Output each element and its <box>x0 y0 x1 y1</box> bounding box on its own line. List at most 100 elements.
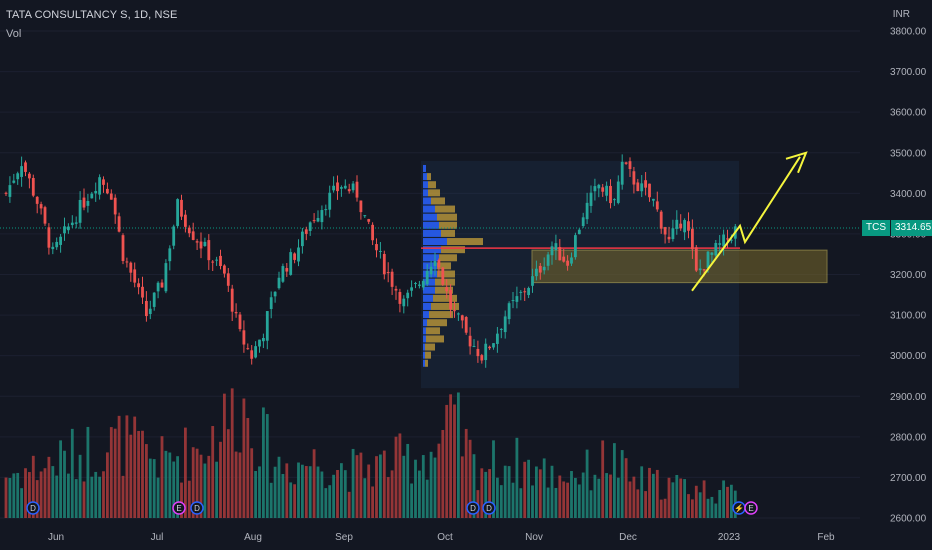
volume-bar <box>718 490 722 518</box>
volume-bar <box>679 478 683 518</box>
candle-body <box>609 185 612 204</box>
profile-bar-blue <box>423 319 427 327</box>
candle-body <box>324 209 328 211</box>
candle-body <box>226 273 230 286</box>
candle-body <box>496 333 499 344</box>
event-marker[interactable]: ⚡ <box>732 501 746 515</box>
volume-bar <box>375 456 378 518</box>
last-price-tag: TCS 3314.65 <box>862 220 932 236</box>
volume-bar <box>258 466 261 518</box>
volume-bar <box>129 434 133 518</box>
candle-body <box>359 200 363 213</box>
volume-bar <box>671 482 675 518</box>
volume-bar <box>347 491 351 518</box>
x-tick-label: Nov <box>525 532 543 543</box>
profile-bar-yellow <box>441 246 465 254</box>
candle-body <box>176 199 179 226</box>
volume-bar <box>464 428 468 518</box>
volume-bar <box>113 428 117 518</box>
event-marker[interactable]: E <box>172 501 186 515</box>
candle-body <box>90 193 94 199</box>
profile-bar-yellow <box>427 173 431 181</box>
event-marker[interactable]: E <box>744 501 758 515</box>
trend-arrow-head <box>785 151 808 174</box>
candle-body <box>519 291 523 293</box>
x-tick-label: Feb <box>817 532 835 543</box>
profile-bar-blue <box>423 181 428 189</box>
volume-bar <box>293 484 296 518</box>
volume-bar <box>148 458 152 518</box>
volume-bar <box>51 466 55 518</box>
volume-bar <box>601 440 605 518</box>
candle-body <box>379 250 382 252</box>
candle-body <box>35 196 39 204</box>
profile-bar-blue <box>423 246 441 254</box>
candle-body <box>542 266 546 271</box>
candle-body <box>121 235 125 261</box>
candle-body <box>363 215 367 217</box>
candle-body <box>718 243 722 245</box>
candle-body <box>8 185 12 197</box>
candle-body <box>644 180 647 188</box>
candle-body <box>597 184 601 189</box>
volume-bar <box>687 494 690 518</box>
candle-body <box>164 263 168 292</box>
candle-body <box>59 236 62 245</box>
event-marker[interactable]: D <box>466 501 480 515</box>
candle-body <box>515 296 519 302</box>
event-marker-label: D <box>486 504 492 513</box>
event-marker[interactable]: D <box>190 501 204 515</box>
volume-bar <box>371 486 374 518</box>
candle-body <box>265 311 269 341</box>
profile-bar-blue <box>423 254 439 262</box>
volume-bar <box>546 487 550 518</box>
candle-body <box>289 252 293 275</box>
candle-body <box>527 288 530 296</box>
candle-body <box>39 204 43 209</box>
volume-bar <box>441 429 445 518</box>
volume-bar <box>332 474 335 518</box>
event-marker[interactable]: D <box>26 501 40 515</box>
volume-bar <box>199 454 203 518</box>
volume-bar <box>8 477 12 518</box>
candle-body <box>667 236 671 240</box>
candle-body <box>301 231 304 247</box>
candle-body <box>160 282 164 288</box>
volume-bar <box>63 450 66 518</box>
candle-body <box>74 222 78 224</box>
event-marker-label: ⚡ <box>734 503 744 513</box>
candle-body <box>472 345 476 347</box>
chart-title: TATA CONSULTANCY S, 1D, NSE <box>6 9 178 21</box>
candle-body <box>386 272 390 274</box>
volume-bar <box>102 471 105 518</box>
profile-bar-blue <box>423 262 437 270</box>
profile-bar-yellow <box>439 221 457 229</box>
volume-bar <box>328 485 332 518</box>
candle-body <box>503 316 507 333</box>
candle-body <box>574 235 577 258</box>
candle-body <box>620 161 624 185</box>
candle-body <box>184 214 187 227</box>
candle-body <box>219 255 222 267</box>
candle-body <box>195 241 199 243</box>
candle-body <box>581 217 585 227</box>
candle-body <box>714 242 718 256</box>
volume-bar <box>164 450 168 518</box>
candle-body <box>640 183 644 192</box>
x-tick-label: Oct <box>437 532 453 543</box>
volume-bar <box>67 473 70 518</box>
candle-body <box>605 185 608 196</box>
y-tick-label: 2700.00 <box>890 473 927 484</box>
candle-body <box>457 313 460 315</box>
volume-bar <box>90 476 94 518</box>
event-marker[interactable]: D <box>482 501 496 515</box>
volume-bar <box>722 480 725 518</box>
profile-bar-yellow <box>437 213 457 221</box>
candle-body <box>570 257 573 264</box>
volume-bar <box>425 479 429 518</box>
candle-body <box>694 247 698 271</box>
last-price-value: 3314.65 <box>891 220 932 236</box>
volume-bar <box>160 436 164 518</box>
candle-body <box>492 343 495 348</box>
